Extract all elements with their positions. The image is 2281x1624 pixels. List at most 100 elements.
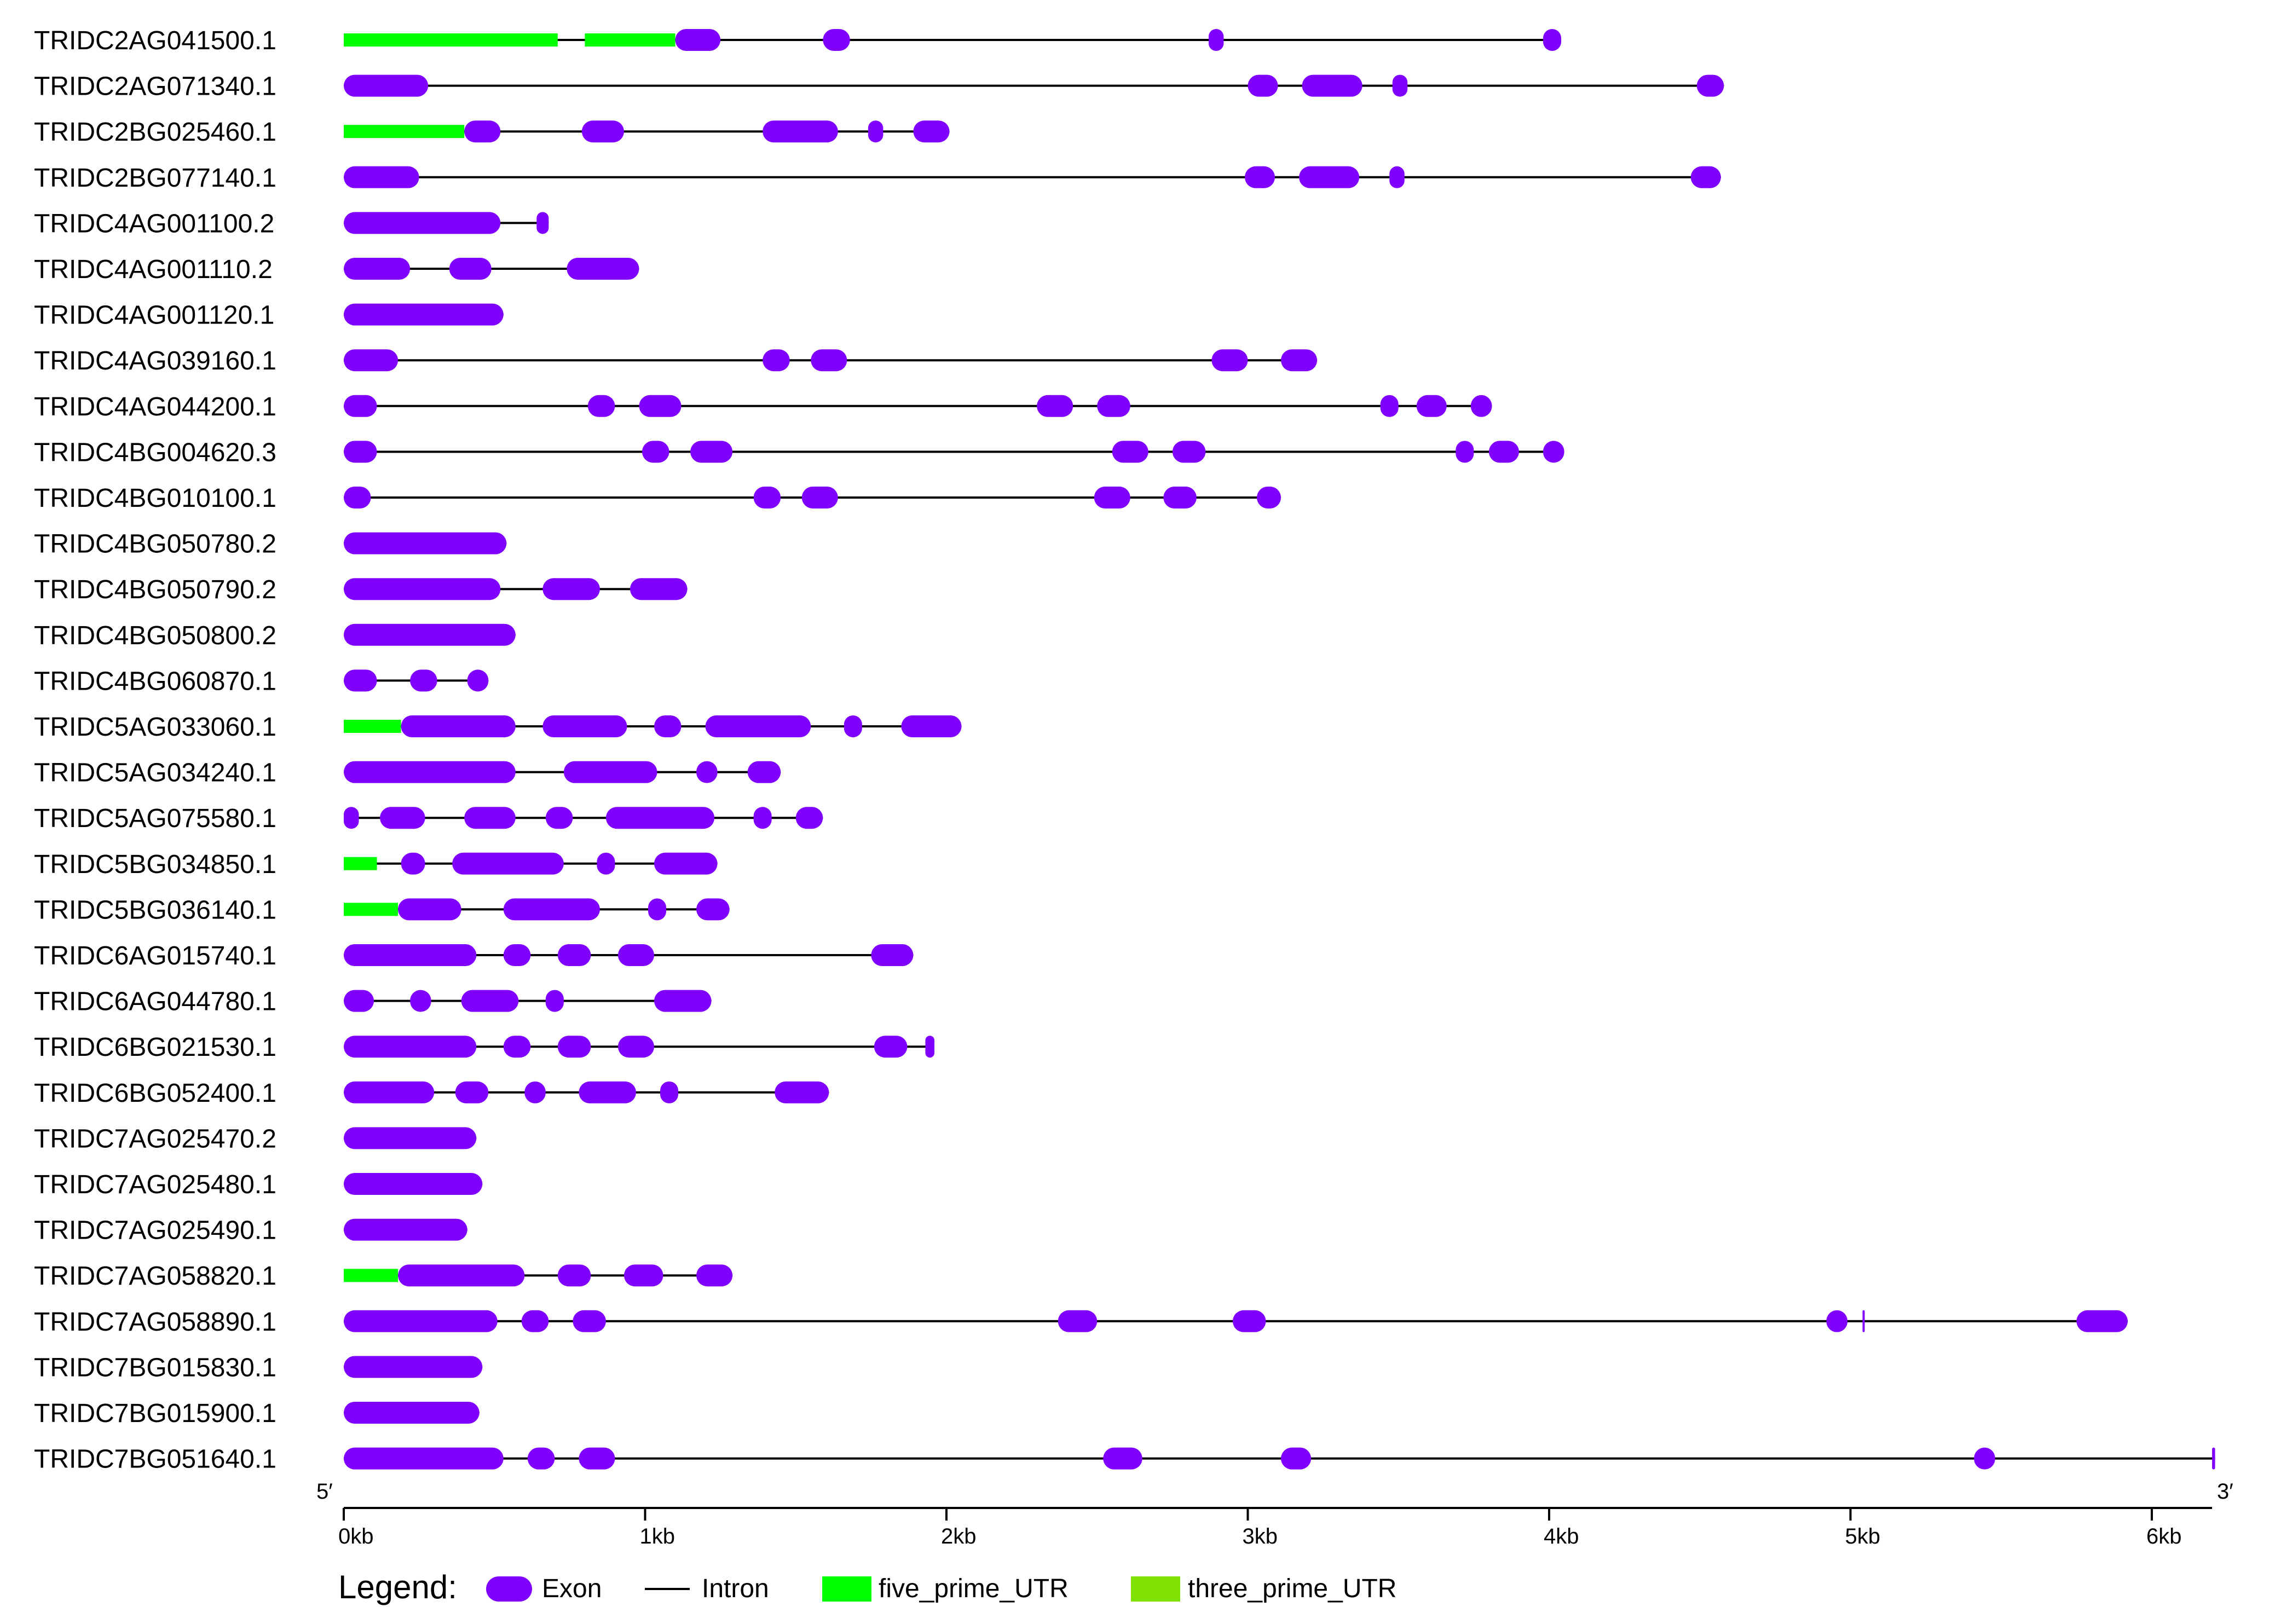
exon (563, 761, 657, 783)
tick-label: 5kb (1845, 1524, 1881, 1548)
exon (401, 715, 516, 737)
tick-label: 2kb (941, 1524, 977, 1548)
gene-row: TRIDC2BG077140.1 (34, 164, 1721, 193)
exon (874, 1036, 908, 1058)
gene-row: TRIDC7AG058890.1 (34, 1308, 2128, 1337)
exon (344, 1036, 477, 1058)
gene-row: TRIDC4BG010100.1 (34, 484, 1281, 513)
exon (542, 578, 600, 600)
gene-id-label: TRIDC7BG015830.1 (34, 1353, 276, 1382)
exon (639, 395, 682, 417)
exon (1037, 395, 1073, 417)
gene-row: TRIDC5AG033060.1 (34, 713, 962, 742)
exon (1103, 1447, 1142, 1470)
exon (925, 1036, 934, 1058)
gene-row: TRIDC2AG041500.1 (34, 26, 1562, 55)
exon (344, 1447, 504, 1470)
gene-row: TRIDC5BG036140.1 (34, 895, 730, 924)
exon (1244, 166, 1275, 188)
gene-row: TRIDC6AG044780.1 (34, 987, 712, 1016)
exon (545, 807, 573, 829)
five-prime-utr (344, 857, 377, 870)
exon (452, 852, 564, 875)
exon (461, 990, 519, 1012)
exon (1456, 441, 1474, 463)
exon (1974, 1447, 1995, 1470)
exon (344, 623, 516, 646)
gene-row: TRIDC5BG034850.1 (34, 850, 718, 879)
exon (1299, 166, 1360, 188)
exon (579, 1081, 636, 1103)
gene-row: TRIDC6AG015740.1 (34, 941, 914, 970)
exon (344, 1218, 467, 1241)
tick-label: 4kb (1544, 1524, 1579, 1548)
gene-id-label: TRIDC5BG034850.1 (34, 850, 276, 879)
tick-label: 1kb (640, 1524, 675, 1548)
gene-row: TRIDC7BG015900.1 (34, 1399, 480, 1428)
exon (344, 807, 359, 829)
exon (344, 303, 504, 326)
exon (763, 349, 790, 372)
exon (567, 258, 639, 280)
gene-id-label: TRIDC7AG058890.1 (34, 1308, 276, 1337)
legend-three-prime-utr-label: three_prime_UTR (1188, 1574, 1396, 1603)
exon (344, 349, 399, 372)
exon (344, 1173, 483, 1195)
exon (1389, 166, 1405, 188)
exon (344, 395, 377, 417)
gene-row: TRIDC5AG034240.1 (34, 759, 781, 788)
gene-row: TRIDC7BG051640.1 (34, 1445, 2215, 1474)
gene-id-label: TRIDC7BG015900.1 (34, 1399, 276, 1428)
gene-row: TRIDC4AG039160.1 (34, 346, 1318, 375)
gene-id-label: TRIDC4BG060870.1 (34, 667, 276, 696)
exon (844, 715, 862, 737)
exon (2212, 1447, 2215, 1470)
exon (344, 1127, 477, 1149)
exon (464, 807, 516, 829)
gene-id-label: TRIDC4AG039160.1 (34, 346, 276, 375)
scale-axis: 5′ 3′ 0kb 1kb 2kb 3kb 4kb 5kb 6kb (316, 1479, 2233, 1548)
exon (1211, 349, 1248, 372)
gene-id-label: TRIDC7AG058820.1 (34, 1262, 276, 1291)
gene-id-label: TRIDC6BG021530.1 (34, 1033, 276, 1062)
gene-id-label: TRIDC5AG034240.1 (34, 759, 276, 788)
five-prime-label: 5′ (316, 1479, 333, 1504)
legend-three-prime-utr-swatch (1131, 1576, 1180, 1602)
exon (503, 898, 600, 921)
gene-id-label: TRIDC5AG033060.1 (34, 713, 276, 742)
gene-id-label: TRIDC2AG041500.1 (34, 26, 276, 55)
exon (503, 944, 531, 966)
exon (763, 120, 838, 143)
exon (344, 258, 411, 280)
gene-row: TRIDC4BG004620.3 (34, 438, 1564, 467)
exon (344, 487, 371, 508)
exon (823, 29, 850, 51)
gene-id-label: TRIDC4BG050780.2 (34, 530, 276, 559)
exon (1208, 29, 1224, 51)
exon (705, 715, 811, 737)
gene-row: TRIDC2AG071340.1 (34, 72, 1724, 101)
tick-label: 0kb (338, 1524, 374, 1548)
gene-row: TRIDC4AG001100.2 (34, 209, 549, 238)
exon (2076, 1310, 2128, 1332)
exon (871, 944, 914, 966)
exon (1058, 1310, 1098, 1332)
gene-row: TRIDC7AG025470.2 (34, 1124, 477, 1153)
exon (696, 761, 718, 783)
exon (542, 715, 627, 737)
exon (527, 1447, 555, 1470)
exon (344, 441, 377, 463)
gene-row: TRIDC4AG001120.1 (34, 301, 504, 330)
gene-id-label: TRIDC2AG071340.1 (34, 72, 276, 101)
tick-label: 3kb (1243, 1524, 1278, 1548)
exon (344, 761, 516, 783)
exon (1470, 395, 1492, 417)
exon (557, 944, 591, 966)
exon (344, 212, 501, 234)
gene-id-label: TRIDC6AG015740.1 (34, 941, 276, 970)
gene-row: TRIDC2BG025460.1 (34, 118, 950, 147)
gene-row: TRIDC4BG050790.2 (34, 575, 688, 604)
exon (1862, 1310, 1865, 1332)
exon (747, 761, 781, 783)
